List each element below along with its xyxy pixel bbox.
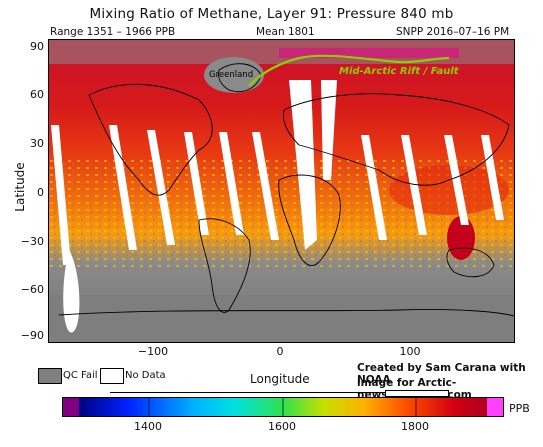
y-tick-minus90: −90	[20, 329, 44, 342]
coastlines	[58, 63, 514, 317]
source-label: SNPP 2016–07–16 PM	[396, 26, 510, 38]
colorbar-unit: PPB	[509, 402, 530, 415]
y-tick-minus60: −60	[20, 283, 44, 296]
colorbar-label-1800: 1800	[401, 420, 429, 433]
antarctic-qc-fail	[49, 295, 514, 342]
no-data-swaths	[51, 80, 504, 333]
y-tick-60: 60	[30, 88, 44, 101]
y-tick-30: 30	[30, 137, 44, 150]
x-axis-label: Longitude	[250, 372, 310, 386]
qc-fail-label: QC Fail	[63, 370, 98, 381]
map-title: Mixing Ratio of Methane, Layer 91: Press…	[89, 6, 454, 22]
y-tick-90: 90	[30, 40, 44, 53]
greenland-label: Greenland	[209, 70, 253, 80]
greenland-qc-region	[204, 57, 264, 93]
colorbar-under	[63, 398, 79, 416]
colorbar-label-1400: 1400	[134, 420, 162, 433]
rift-label: Mid-Arctic Rift / Fault	[339, 66, 460, 77]
no-data-label: No Data	[125, 370, 166, 381]
range-indicator	[110, 392, 440, 393]
range-label: Range 1351 – 1966 PPB	[50, 26, 176, 38]
colorbar-label-1600: 1600	[268, 420, 296, 433]
y-tick-0: 0	[37, 186, 44, 199]
x-tick-minus100: −100	[137, 345, 169, 358]
mid-arctic-rift-line	[248, 54, 450, 87]
y-tick-minus30: −30	[20, 235, 44, 248]
color-bar-svg	[63, 398, 503, 416]
credit-line-1: Created by Sam Carana with NOAA	[357, 362, 526, 386]
map-svg: Greenland Mid-Arctic Rift / Fault	[49, 40, 514, 342]
methane-map: Greenland Mid-Arctic Rift / Fault	[48, 39, 515, 343]
color-bar	[62, 397, 504, 417]
x-tick-0: 0	[276, 345, 284, 358]
arctic-high-values	[279, 48, 459, 58]
mean-label: Mean 1801	[256, 26, 315, 38]
mean-indicator	[385, 390, 449, 397]
qc-fail-swatch	[38, 368, 62, 384]
no-data-swatch	[100, 368, 124, 384]
x-tick-100: 100	[399, 345, 421, 358]
colorbar-over	[487, 398, 503, 416]
